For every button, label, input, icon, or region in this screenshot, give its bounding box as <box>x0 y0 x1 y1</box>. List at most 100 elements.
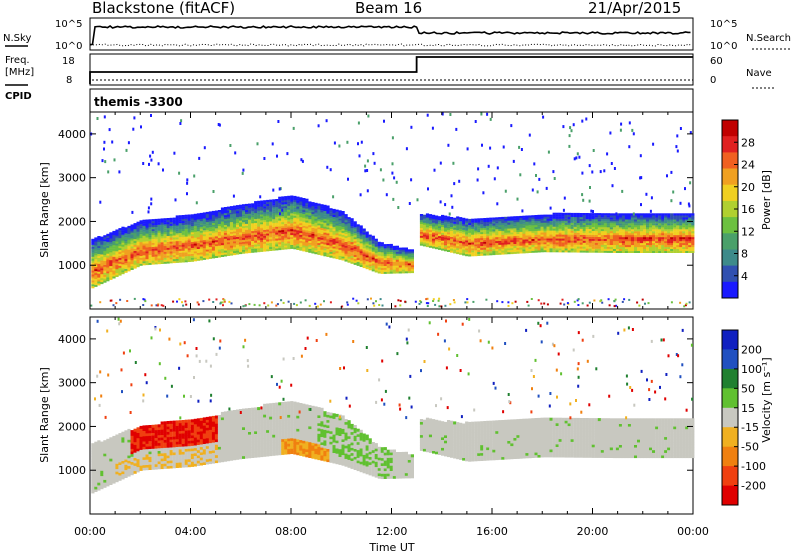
power-cell <box>601 227 604 229</box>
power-cell <box>221 210 224 212</box>
power-cell <box>152 227 155 229</box>
power-cell <box>651 196 653 199</box>
velocity-cell <box>103 485 106 488</box>
power-cell <box>652 239 655 241</box>
power-cell <box>236 233 239 235</box>
power-cell <box>218 240 221 242</box>
power-cell <box>164 236 167 238</box>
power-cell <box>459 217 462 219</box>
power-cell <box>251 207 254 209</box>
power-cell <box>535 223 538 225</box>
power-cell <box>550 215 553 217</box>
power-cell <box>489 249 492 251</box>
power-cell <box>260 242 263 244</box>
power-cell <box>198 157 200 160</box>
power-cell <box>691 249 694 251</box>
power-cell <box>589 233 592 235</box>
power-cell <box>652 241 655 243</box>
power-cell <box>393 246 396 248</box>
power-cell <box>203 216 206 218</box>
power-cell <box>293 210 296 212</box>
power-cell <box>688 235 691 237</box>
velocity-cell <box>127 468 130 471</box>
power-cell <box>498 235 501 237</box>
power-cell <box>495 243 498 245</box>
velocity-cell <box>91 480 94 483</box>
power-cell <box>269 211 272 213</box>
power-cell <box>682 223 685 225</box>
power-cell <box>604 247 607 249</box>
power-cell <box>91 278 94 280</box>
power-cell <box>224 246 227 248</box>
power-cell <box>173 233 176 235</box>
nave-tick-high: 60 <box>710 56 723 67</box>
power-cell <box>333 223 336 225</box>
power-cell <box>517 198 519 201</box>
power-cell <box>519 251 522 253</box>
power-cell <box>375 268 378 270</box>
power-cell <box>435 225 438 227</box>
power-cell <box>269 243 272 245</box>
velocity-cell <box>152 462 155 465</box>
power-cell <box>170 259 173 261</box>
power-cell <box>305 224 308 226</box>
power-cell <box>372 265 375 267</box>
velocity-cell <box>137 438 140 441</box>
power-cell <box>369 260 372 262</box>
power-cell <box>266 243 269 245</box>
power-cell <box>311 216 314 218</box>
power-cell <box>661 235 664 237</box>
power-cell <box>565 217 568 219</box>
freq-tick-low: 8 <box>66 75 72 86</box>
power-cell <box>290 241 293 243</box>
power-cell <box>311 204 314 206</box>
power-cell <box>339 212 342 214</box>
power-cell <box>477 218 480 220</box>
power-cell <box>266 224 269 226</box>
power-cell <box>311 245 314 247</box>
velocity-cell <box>121 453 124 456</box>
power-cell <box>209 253 212 255</box>
power-cell <box>140 260 143 262</box>
power-cell <box>465 228 468 230</box>
power-cell <box>363 252 366 254</box>
power-cell <box>396 246 399 248</box>
power-cell <box>91 251 94 253</box>
power-cell <box>311 230 314 232</box>
velocity-cell <box>109 464 112 467</box>
power-cell <box>571 219 574 221</box>
power-cell <box>329 244 332 246</box>
power-cell <box>182 254 185 256</box>
power-cell <box>565 233 568 235</box>
power-cell <box>170 232 173 234</box>
power-cell <box>275 221 278 223</box>
power-cell <box>420 228 423 230</box>
power-cell <box>317 219 320 221</box>
power-cell <box>197 215 200 217</box>
power-cell <box>348 243 351 245</box>
power-cell <box>185 231 188 233</box>
power-cell <box>106 257 109 259</box>
power-cell <box>631 235 634 237</box>
power-cell <box>628 245 631 247</box>
power-cell <box>429 220 432 222</box>
power-cell <box>366 169 368 172</box>
velocity-cell <box>106 447 109 450</box>
power-cell <box>393 271 396 273</box>
power-cell <box>314 242 317 244</box>
power-cell <box>209 257 212 259</box>
power-cell <box>547 232 550 234</box>
power-cell <box>646 215 649 217</box>
power-cell <box>492 251 495 253</box>
power-cell <box>152 225 155 227</box>
power-cell <box>667 215 670 217</box>
power-cell <box>227 248 230 250</box>
power-cell <box>112 255 115 257</box>
power-cell <box>148 206 150 209</box>
power-cell <box>170 243 173 245</box>
power-cell <box>272 199 275 201</box>
power-cell <box>112 235 115 237</box>
power-cell <box>134 247 137 249</box>
power-cell <box>646 247 649 249</box>
velocity-cell <box>91 456 94 459</box>
